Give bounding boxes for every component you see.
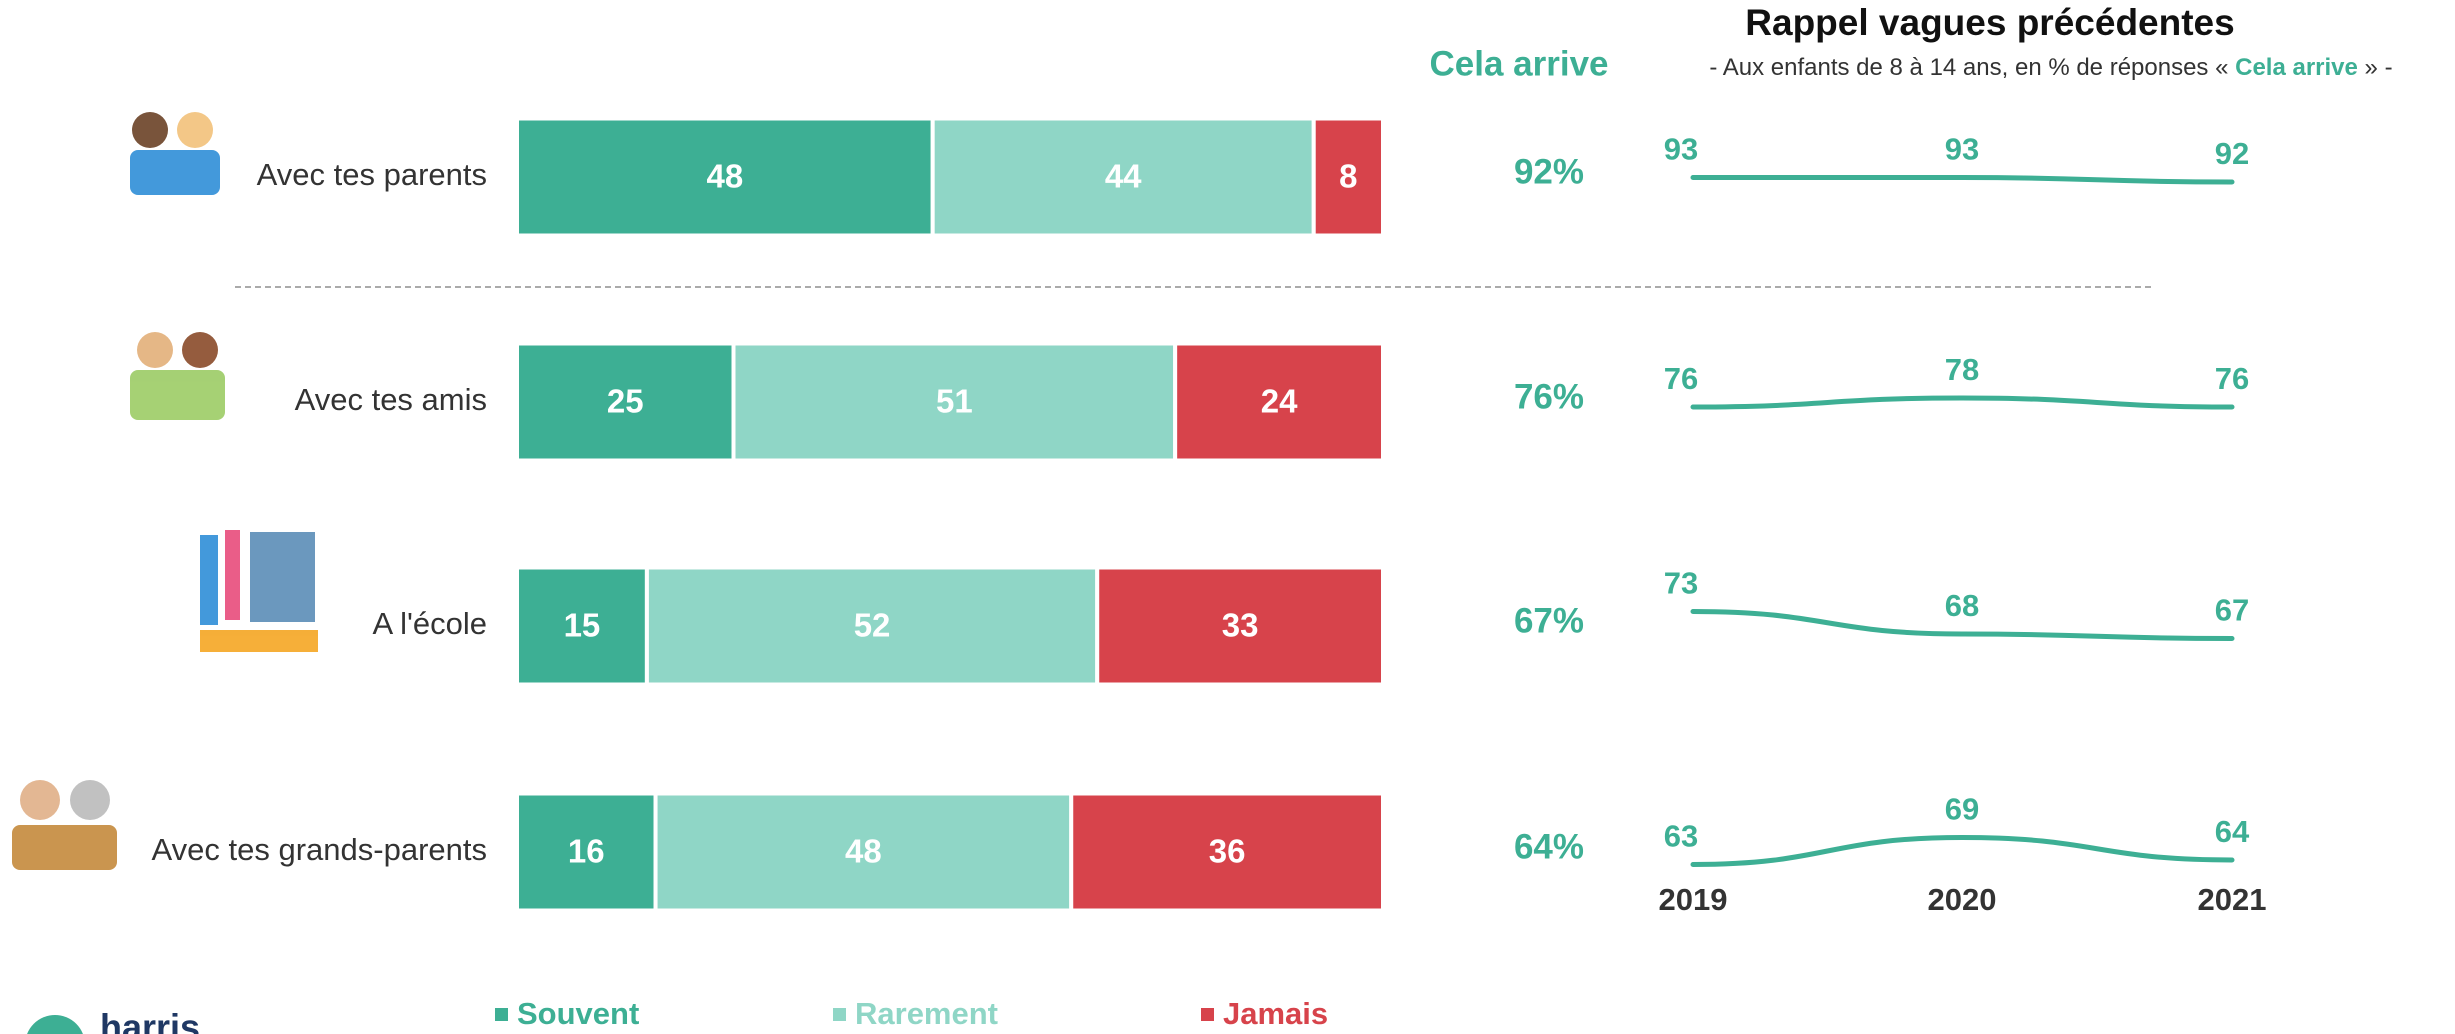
point-label: 73 <box>1664 566 1698 601</box>
legend-label: Rarement <box>855 996 998 1031</box>
data-label: 48 <box>706 158 743 195</box>
category-label: Avec tes grands-parents <box>152 832 487 867</box>
data-label: 51 <box>936 383 973 420</box>
x-tick-label: 2021 <box>2198 882 2267 917</box>
point-label: 76 <box>2215 361 2249 396</box>
point-label: 63 <box>1664 819 1698 854</box>
data-label: 33 <box>1222 607 1259 644</box>
category-label: A l'école <box>373 606 488 641</box>
icons <box>12 112 318 870</box>
data-label: 24 <box>1261 383 1298 420</box>
legend-swatch <box>833 1008 846 1021</box>
data-label: 48 <box>845 833 882 870</box>
trend-line <box>1693 398 2232 407</box>
category-label: Avec tes parents <box>257 157 487 192</box>
logo: harris <box>100 1007 200 1034</box>
category-label: Avec tes amis <box>295 382 487 417</box>
data-label: 25 <box>607 383 644 420</box>
subtitle: - Aux enfants de 8 à 14 ans, en % de rép… <box>1709 54 2392 81</box>
point-label: 68 <box>1945 588 1979 623</box>
point-label: 69 <box>1945 792 1979 827</box>
data-label: 52 <box>854 607 891 644</box>
subtitle-part: Cela arrive <box>2235 54 2358 81</box>
legend-label: Jamais <box>1223 996 1328 1031</box>
subtitle-part: » - <box>2358 54 2393 81</box>
point-label: 67 <box>2215 593 2249 628</box>
subtitle-part: - Aux enfants de 8 à 14 ans, en % de rép… <box>1709 54 2235 81</box>
x-tick-label: 2020 <box>1928 882 1997 917</box>
point-label: 93 <box>1945 132 1979 167</box>
point-label: 78 <box>1945 352 1979 387</box>
title: Rappel vagues précédentes <box>1745 2 2234 43</box>
chart: harris Avec tes parents 48 44 8 Avec tes ami… <box>0 0 2455 1034</box>
total-label: 64% <box>1514 827 1584 866</box>
trend-line <box>1693 178 2232 183</box>
point-label: 64 <box>2215 814 2250 849</box>
logo-mark <box>25 1015 85 1034</box>
data-label: 36 <box>1209 833 1246 870</box>
point-label: 93 <box>1664 132 1698 167</box>
legend-swatch <box>495 1008 508 1021</box>
data-label: 44 <box>1105 158 1142 195</box>
point-label: 76 <box>1664 361 1698 396</box>
trend-line <box>1693 838 2232 865</box>
data-label: 16 <box>568 833 605 870</box>
data-label: 8 <box>1339 158 1357 195</box>
data-label: 15 <box>564 607 601 644</box>
total-label: 92% <box>1514 152 1584 191</box>
legend-label: Souvent <box>517 996 639 1031</box>
point-label: 92 <box>2215 136 2249 171</box>
x-tick-label: 2019 <box>1659 882 1728 917</box>
column-title: Cela arrive <box>1429 44 1608 83</box>
legend-swatch <box>1201 1008 1214 1021</box>
total-label: 67% <box>1514 601 1584 640</box>
total-label: 76% <box>1514 377 1584 416</box>
